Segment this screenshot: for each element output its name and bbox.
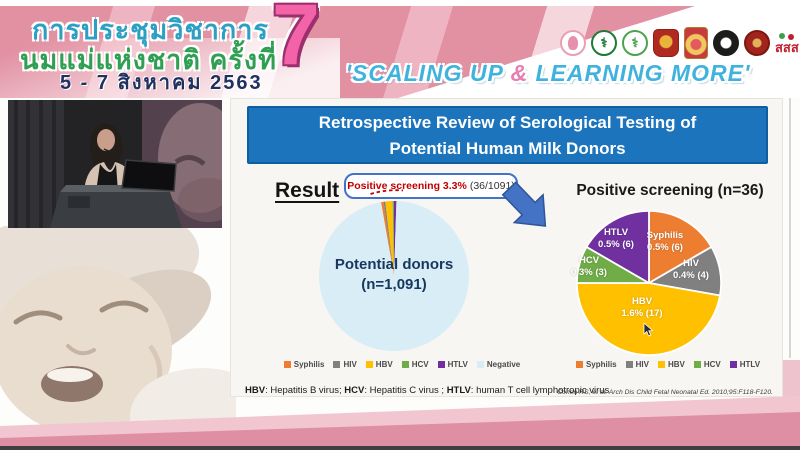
legend-swatch <box>693 361 701 368</box>
royal-college-crest-icon <box>684 27 708 59</box>
abbreviation-footnote: HBV: Hepatitis B virus; HCV: Hepatitis C… <box>245 385 610 396</box>
positive-screening-callout: Positive screening 3.3% (36/1091) <box>344 173 518 199</box>
edition-number: 7 <box>272 0 320 83</box>
slogan-suffix: LEARNING MORE' <box>528 60 751 86</box>
legend-swatch <box>575 361 583 368</box>
result-heading: Result <box>275 179 340 202</box>
legend-swatch <box>333 361 341 368</box>
conference-title-line2: นมแม่แห่งชาติ ครั้งที่ <box>20 45 277 75</box>
pie-label-hbv: HBV 1.6% (17) <box>621 296 663 319</box>
legend-positive-screening: Syphilis HIV HBV HCV HTLV <box>554 360 782 369</box>
legend-item: HCV <box>693 360 721 369</box>
pie-label-htlv: HTLV 0.5% (6) <box>598 227 634 250</box>
legend-swatch <box>625 361 633 368</box>
potential-donors-label-line2: (n=1,091) <box>361 276 427 294</box>
reference-citation: Cohen RS, et al. Arch Dis Child Fetal Ne… <box>557 389 773 396</box>
slide-title: Retrospective Review of Serological Test… <box>247 106 768 164</box>
pie-label-hiv: HIV 0.4% (4) <box>673 258 709 281</box>
potential-donors-label: Potential donors (n=1,091) <box>294 255 494 296</box>
bottom-edge-line <box>0 446 800 450</box>
potential-donors-pie-chart <box>316 198 472 354</box>
legend-swatch <box>401 361 409 368</box>
red-university-crest-icon <box>653 29 679 57</box>
conference-date: 5 - 7 สิงหาคม 2563 <box>60 72 263 94</box>
red-society-seal-icon <box>744 30 770 56</box>
positive-screening-pie-chart <box>574 208 724 358</box>
mouse-cursor-icon <box>643 323 654 337</box>
conference-slogan: 'SCALING UP & LEARNING MORE' <box>300 60 796 87</box>
legend-item: HBV <box>365 360 393 369</box>
sponsor-logos: ⚕ ⚕ สสส <box>560 26 799 60</box>
legend-item: HIV <box>625 360 649 369</box>
legend-swatch <box>283 361 291 368</box>
legend-item: Syphilis <box>283 360 324 369</box>
pie-label-syphilis: Syphilis 0.5% (6) <box>646 230 684 253</box>
presenter-video <box>8 100 222 228</box>
callout-detail: (36/1091) <box>469 180 515 192</box>
legend-swatch <box>729 361 737 368</box>
callout-highlight: Positive screening 3.3% <box>347 180 467 192</box>
pie-label-hcv: HCV 0.3% (3) <box>571 255 607 278</box>
legend-swatch <box>657 361 665 368</box>
mother-and-child-logo-icon <box>560 30 586 56</box>
legend-item: HIV <box>333 360 357 369</box>
background-divider-line <box>789 98 791 358</box>
conference-title-line1: การประชุมวิชาการ <box>32 15 269 45</box>
baby-background-image <box>0 226 236 450</box>
arrow-icon <box>501 181 547 227</box>
pink-corner-block <box>783 360 800 400</box>
potential-donors-label-line1: Potential donors <box>334 256 454 273</box>
conference-banner: การประชุมวิชาการ นมแม่แห่งชาติ ครั้งที่ … <box>0 0 800 98</box>
legend-item: HTLV <box>729 360 760 369</box>
slide: Retrospective Review of Serological Test… <box>230 98 783 397</box>
thai-health-sss-logo: สสส <box>775 32 799 54</box>
legend-swatch <box>437 361 445 368</box>
slogan-prefix: 'SCALING UP <box>345 60 511 86</box>
legend-swatch <box>365 361 373 368</box>
legend-item: Syphilis <box>575 360 617 369</box>
legend-item: Negative <box>476 360 520 369</box>
legend-item: HBV <box>657 360 685 369</box>
legend-swatch <box>476 361 484 368</box>
green-medical-logo-icon: ⚕ <box>591 30 617 56</box>
legend-item: HCV <box>401 360 429 369</box>
positive-screening-title: Positive screening (n=36) <box>576 182 764 199</box>
presenter-scene <box>8 100 222 228</box>
black-academic-seal-icon <box>713 30 739 56</box>
slogan-ampersand: & <box>510 60 529 86</box>
legend-item: HTLV <box>437 360 468 369</box>
green-health-logo-icon: ⚕ <box>622 30 648 56</box>
legend-potential-donors: Syphilis HIV HBV HCV HTLV Negative <box>283 360 520 369</box>
